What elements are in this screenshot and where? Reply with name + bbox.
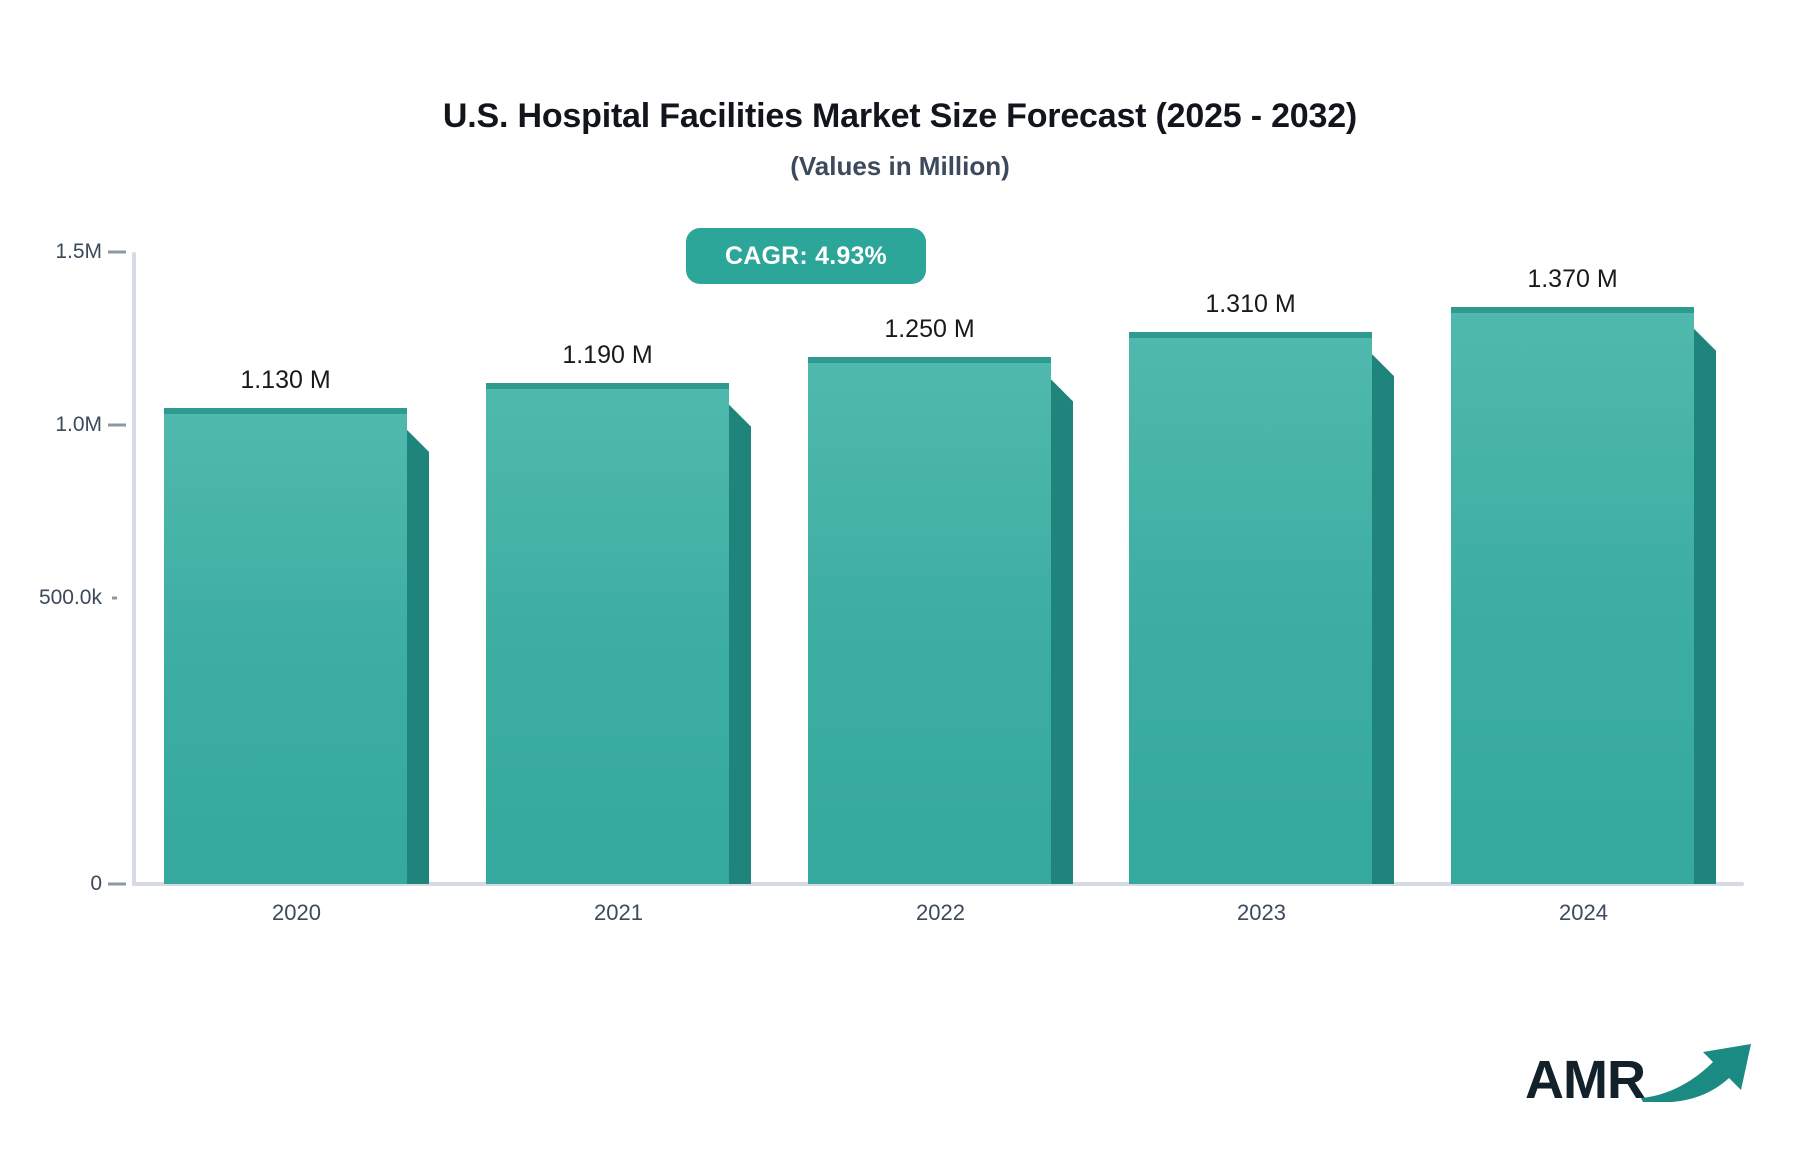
y-tick-dash: [108, 250, 126, 254]
chart-header: U.S. Hospital Facilities Market Size For…: [0, 96, 1800, 182]
cagr-badge: CAGR: 4.93%: [686, 228, 926, 284]
bar-top-edge: [808, 357, 1051, 363]
bar-front-face: [808, 357, 1051, 884]
bar-side-face: [729, 404, 751, 884]
bar-top-edge: [164, 408, 407, 414]
bar-front-face: [486, 383, 729, 884]
bar-2021[interactable]: [486, 383, 751, 884]
bar-top-edge: [1451, 307, 1694, 313]
y-tick-dash: [112, 596, 117, 600]
bar-side-face: [1694, 328, 1716, 884]
bar-2023[interactable]: [1129, 332, 1394, 884]
page-title: U.S. Hospital Facilities Market Size For…: [442, 97, 1358, 135]
bar-2022[interactable]: [808, 357, 1073, 884]
bar-value-label: 1.370 M: [1527, 265, 1618, 293]
y-axis-line: [132, 252, 136, 886]
y-tick-dash: [108, 423, 126, 427]
bar-2024[interactable]: [1451, 307, 1716, 884]
y-tick-label: 0: [90, 872, 102, 895]
amr-logo: AMR: [1525, 1040, 1759, 1119]
bar-2020[interactable]: [164, 408, 429, 884]
bar-front-face: [1129, 332, 1372, 884]
bar-value-label: 1.310 M: [1205, 290, 1296, 318]
arrow-up-right-icon: [1639, 1040, 1759, 1107]
bar-value-label: 1.190 M: [562, 341, 653, 369]
bar-value-label: 1.130 M: [240, 366, 331, 394]
chart-subtitle: (Values in Million): [790, 150, 1010, 181]
x-tick-label-2023: 2023: [1237, 900, 1286, 925]
y-tick-label: 1.5M: [55, 240, 102, 263]
bar-value-label: 1.250 M: [884, 315, 975, 343]
x-axis-line: [132, 882, 1744, 886]
x-tick-label-2022: 2022: [916, 900, 965, 925]
x-tick-label-2020: 2020: [272, 900, 321, 925]
bar-side-face: [407, 429, 429, 884]
bar-side-face: [1372, 354, 1394, 884]
x-tick-label-2021: 2021: [594, 900, 643, 925]
bar-front-face: [1451, 307, 1694, 884]
bar-front-face: [164, 408, 407, 884]
y-tick-dash: [108, 882, 126, 886]
bar-top-edge: [1129, 332, 1372, 338]
x-tick-label-2024: 2024: [1559, 900, 1608, 925]
amr-logo-text: AMR: [1525, 1049, 1646, 1110]
bar-top-edge: [486, 383, 729, 389]
y-tick-label: 500.0k: [38, 586, 102, 609]
y-tick-label: 1.0M: [55, 413, 102, 436]
bar-side-face: [1051, 379, 1073, 884]
